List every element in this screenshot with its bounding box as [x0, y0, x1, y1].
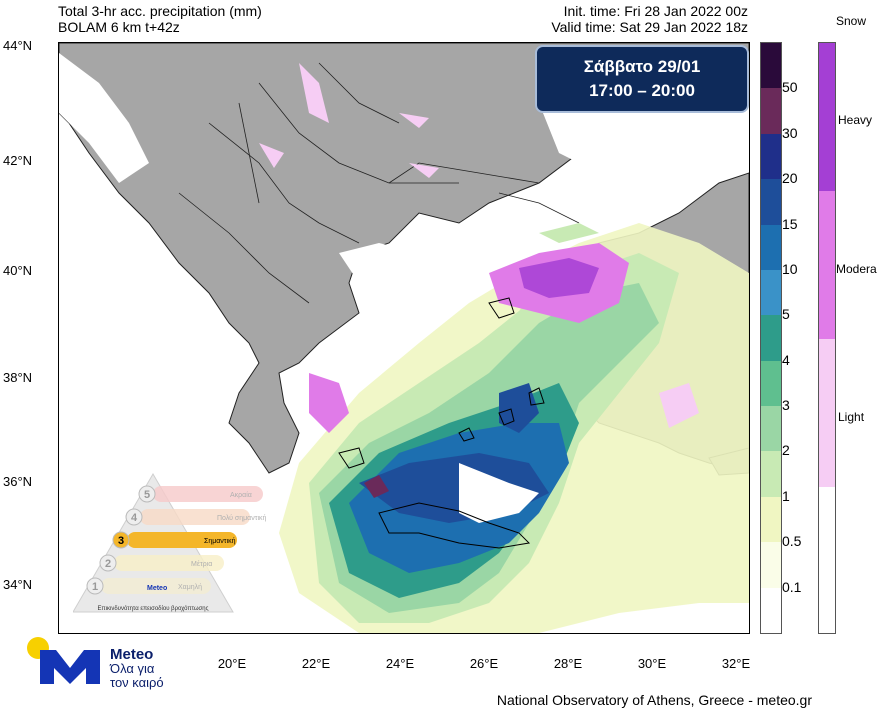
precip-tick-label: 4 — [782, 351, 790, 368]
snow-color-segment — [819, 339, 835, 487]
lat-label-36: 36°N — [3, 474, 33, 489]
pyramid-level-label: Ακραία — [230, 491, 252, 499]
map-title: Total 3-hr acc. precipitation (mm) — [58, 3, 262, 19]
precip-tick-label: 0.5 — [782, 533, 802, 550]
precip-tick-label: 0.1 — [782, 578, 802, 595]
precip-tick-label: 15 — [782, 215, 798, 232]
snow-color-segment — [819, 43, 835, 191]
lon-label-20: 20°E — [217, 656, 247, 671]
pyramid-level-number: 3 — [118, 535, 124, 547]
logo-slogan-2: τον καιρό — [110, 675, 164, 690]
lon-label-30: 30°E — [637, 656, 667, 671]
lon-label-24: 24°E — [385, 656, 415, 671]
snow-label-moderate: Modera — [836, 262, 877, 276]
footer-credit: National Observatory of Athens, Greece -… — [496, 692, 812, 708]
lat-label-34: 34°N — [3, 577, 33, 592]
pyramid-level-band — [101, 578, 211, 594]
snow-title: Snow — [836, 14, 867, 28]
logo-slogan-1: Όλα για — [110, 661, 155, 676]
pyramid-caption: Επικινδυνότητα επεισοδίου βροχόπτωσης — [98, 605, 209, 612]
pyramid-level-band — [114, 555, 224, 571]
pyramid-level-circle — [112, 531, 130, 549]
pyramid-level-label: Μέτρια — [191, 560, 212, 568]
precip-tick-label: 5 — [782, 306, 790, 323]
lon-label-22: 22°E — [301, 656, 331, 671]
meteo-logo-icon — [27, 637, 100, 684]
lon-label-28: 28°E — [553, 656, 583, 671]
precip-tick-label: 10 — [782, 260, 798, 277]
precip-color-segment — [761, 88, 781, 134]
logo-name: Meteo — [110, 646, 154, 663]
forecast-period-box: Σάββατο 29/01 17:00 – 20:00 — [535, 45, 749, 113]
pyramid-level-number: 4 — [131, 512, 138, 524]
pyramid-level-label: Πολύ σημαντική — [217, 514, 267, 522]
precip-tick-label: 20 — [782, 170, 798, 187]
lat-label-42: 42°N — [3, 153, 33, 168]
precip-color-segment — [761, 43, 781, 89]
forecast-hours: 17:00 – 20:00 — [589, 81, 695, 100]
snow-color-segment — [819, 191, 835, 339]
init-time: Init. time: Fri 28 Jan 2022 00z — [563, 3, 748, 19]
precipitation-map — [58, 42, 750, 634]
precip-color-segment — [761, 406, 781, 452]
pyramid-level-circle — [138, 485, 156, 503]
precip-color-segment — [761, 179, 781, 225]
pyramid-level-number: 5 — [144, 489, 150, 501]
pyramid-logo-text: Meteo — [147, 585, 167, 592]
precip-tick-label: 30 — [782, 124, 798, 141]
snow-label-heavy: Heavy — [838, 113, 873, 127]
pyramid-level-number: 2 — [105, 558, 111, 570]
precip-color-segment — [761, 224, 781, 270]
pyramid-level-band — [140, 509, 250, 525]
valid-time: Valid time: Sat 29 Jan 2022 18z — [551, 19, 748, 35]
precip-color-segment — [761, 360, 781, 407]
precip-tick-label: 50 — [782, 79, 798, 96]
precip-tick-label: 1 — [782, 487, 790, 504]
pyramid-level-label: Χαμηλή — [178, 584, 202, 591]
precip-color-segment — [761, 496, 781, 543]
precip-tick-label: 2 — [782, 442, 790, 459]
precip-colorbar — [760, 42, 782, 634]
pyramid-level-circle — [125, 508, 143, 526]
pyramid-level-label: Σημαντική — [204, 538, 236, 545]
snow-label-light: Light — [838, 410, 865, 424]
snow-colorbar — [818, 42, 836, 634]
precip-tick-label: 3 — [782, 397, 790, 414]
snow-color-segment — [819, 487, 835, 633]
risk-pyramid: 5 Ακραία 4 Πολύ σημαντική 3 Σημαντική 2 Μέτρια 1… — [73, 473, 267, 613]
precip-color-segment — [761, 269, 781, 316]
precip-color-segment — [761, 315, 781, 361]
forecast-day: Σάββατο 29/01 — [583, 57, 701, 76]
pyramid-level-band — [153, 486, 263, 502]
lat-label-38: 38°N — [3, 370, 33, 385]
pyramid-level-circle — [86, 577, 104, 595]
model-label: BOLAM 6 km t+42z — [58, 19, 180, 35]
precip-color-segment — [761, 587, 781, 633]
pyramid-level-circle — [99, 554, 117, 572]
precip-color-segment — [761, 451, 781, 497]
lat-label-44: 44°N — [3, 38, 33, 53]
precip-color-segment — [761, 133, 781, 180]
meteo-logo-text: Meteo Όλα για τον καιρό — [110, 646, 164, 690]
lat-label-40: 40°N — [3, 263, 33, 278]
pyramid-level-band — [127, 532, 237, 548]
precip-color-segment — [761, 542, 781, 588]
lon-label-26: 26°E — [469, 656, 499, 671]
lon-label-32: 32°E — [721, 656, 751, 671]
pyramid-level-number: 1 — [92, 581, 98, 593]
